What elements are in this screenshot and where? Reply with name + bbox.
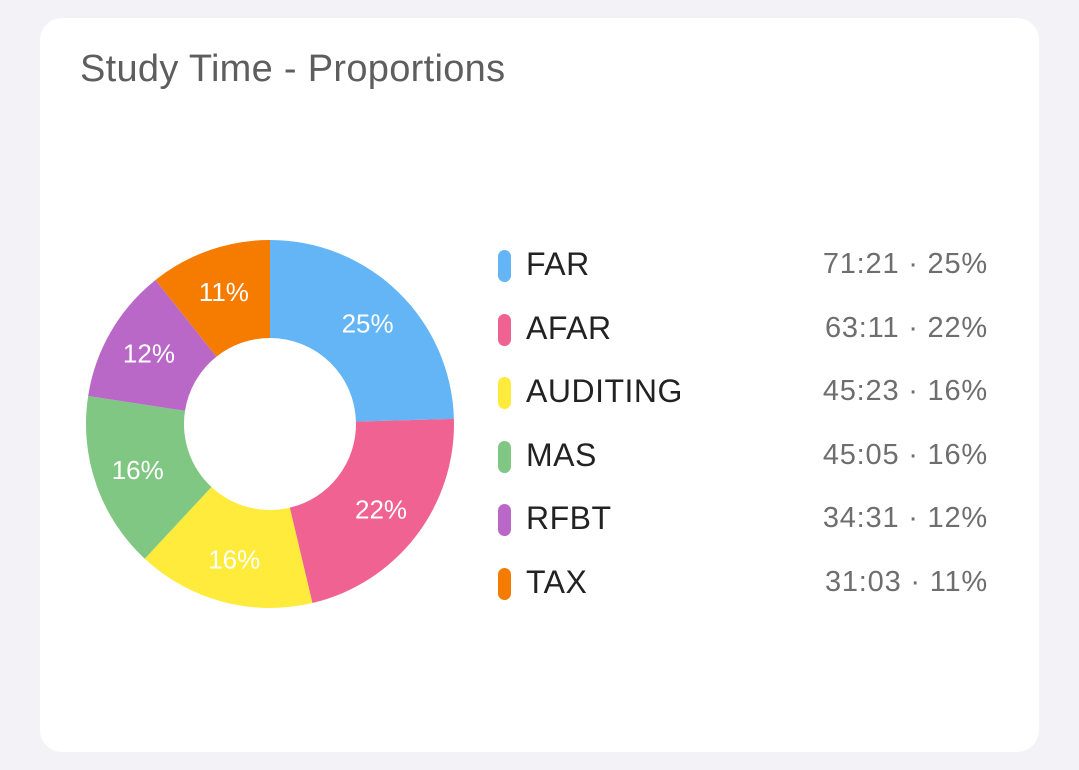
legend-item-mas[interactable]: MAS 45:05 · 16% xyxy=(498,425,988,489)
legend-item-tax[interactable]: TAX 31:03 · 11% xyxy=(498,552,988,616)
donut-slices xyxy=(85,240,454,608)
legend-item-afar[interactable]: AFAR 63:11 · 22% xyxy=(498,298,988,362)
donut-slice-far[interactable] xyxy=(270,240,454,422)
donut-slice-auditing[interactable] xyxy=(144,486,313,608)
legend-item-far[interactable]: FAR 71:21 · 25% xyxy=(498,234,988,298)
legend-label: MAS xyxy=(526,436,597,473)
legend-swatch xyxy=(498,440,511,473)
legend-value: 45:05 · 16% xyxy=(822,438,988,471)
slice-label-far: 25% xyxy=(342,309,394,339)
legend-label: FAR xyxy=(526,246,590,282)
legend-value: 31:03 · 11% xyxy=(824,565,988,598)
legend-value: 34:31 · 12% xyxy=(822,502,988,535)
legend-swatch xyxy=(498,313,511,346)
legend-swatch xyxy=(498,567,511,600)
legend-value: 63:11 · 22% xyxy=(824,311,988,344)
donut-slice-tax[interactable] xyxy=(155,240,270,357)
slice-label-tax: 11% xyxy=(199,277,249,307)
slice-label-rfbt: 12% xyxy=(123,339,175,369)
slice-label-auditing: 16% xyxy=(208,544,260,574)
legend-label: RFBT xyxy=(526,500,612,537)
legend-label: TAX xyxy=(526,563,588,600)
legend-label: AFAR xyxy=(526,309,612,346)
donut-slice-mas[interactable] xyxy=(85,395,212,559)
slice-label-afar: 22% xyxy=(355,494,407,524)
legend-swatch xyxy=(498,250,511,282)
donut-slice-rfbt[interactable] xyxy=(88,279,217,411)
legend-value: 71:21 · 25% xyxy=(822,248,988,280)
chart-legend: FAR 71:21 · 25% AFAR 63:11 · 22% AUDITIN… xyxy=(498,234,988,616)
card-title: Study Time - Proportions xyxy=(80,48,506,90)
donut-chart: 25% 22% 16% 16% 12% 11% xyxy=(85,240,454,608)
legend-item-rfbt[interactable]: RFBT 34:31 · 12% xyxy=(498,488,988,552)
legend-item-auditing[interactable]: AUDITING 45:23 · 16% xyxy=(498,361,988,425)
legend-value: 45:23 · 16% xyxy=(822,375,988,408)
donut-slice-labels: 25% 22% 16% 16% 12% 11% xyxy=(112,277,407,575)
legend-swatch xyxy=(498,504,511,537)
legend-label: AUDITING xyxy=(526,373,683,410)
donut-slice-afar[interactable] xyxy=(289,418,454,604)
slice-label-mas: 16% xyxy=(112,455,164,485)
legend-swatch xyxy=(498,377,511,410)
study-time-card: Study Time - Proportions 25% 22% 16% 16% 12%… xyxy=(40,18,1039,752)
